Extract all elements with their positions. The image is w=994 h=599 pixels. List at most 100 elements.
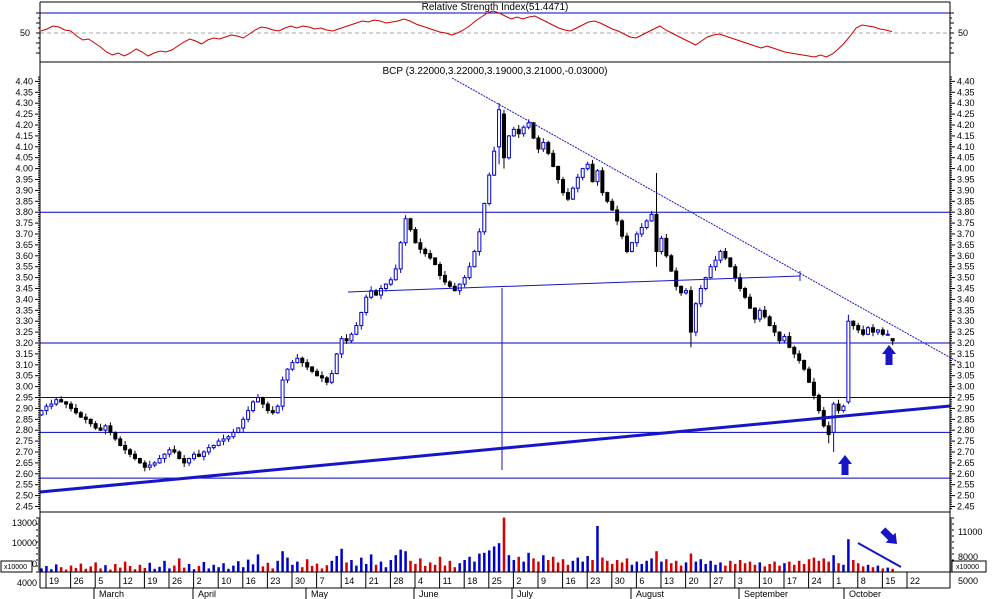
- candle-body[interactable]: [255, 397, 260, 403]
- candle-body[interactable]: [561, 179, 566, 194]
- candle-body[interactable]: [580, 168, 585, 178]
- candle-body[interactable]: [270, 410, 275, 414]
- candle-body[interactable]: [506, 135, 511, 159]
- candle-body[interactable]: [339, 338, 344, 355]
- candle-body[interactable]: [44, 405, 49, 412]
- candle-body[interactable]: [369, 290, 374, 298]
- candle-body[interactable]: [442, 274, 447, 283]
- candle-body[interactable]: [344, 338, 349, 342]
- down-left-arrow-annotation[interactable]: [878, 525, 902, 549]
- candle-body[interactable]: [221, 438, 226, 442]
- candle-body[interactable]: [73, 407, 78, 414]
- candle-body[interactable]: [782, 335, 787, 342]
- candle-body[interactable]: [393, 268, 398, 281]
- candle-body[interactable]: [802, 359, 807, 370]
- candle-body[interactable]: [565, 192, 570, 200]
- candle-body[interactable]: [172, 449, 177, 453]
- candle-body[interactable]: [285, 368, 290, 381]
- candle-body[interactable]: [78, 412, 83, 418]
- candle-body[interactable]: [629, 242, 634, 252]
- candle-body[interactable]: [698, 288, 703, 305]
- candle-body[interactable]: [841, 405, 846, 412]
- candle-body[interactable]: [167, 449, 172, 455]
- candle-body[interactable]: [305, 362, 310, 368]
- candle-body[interactable]: [767, 316, 772, 327]
- candle-body[interactable]: [300, 357, 305, 364]
- candle-body[interactable]: [118, 438, 123, 446]
- candle-body[interactable]: [890, 338, 895, 342]
- candle-body[interactable]: [182, 458, 187, 464]
- candle-body[interactable]: [295, 357, 300, 364]
- candle-body[interactable]: [201, 451, 206, 457]
- candle-body[interactable]: [265, 403, 270, 412]
- candle-body[interactable]: [551, 152, 556, 167]
- candle-body[interactable]: [546, 141, 551, 154]
- candle-body[interactable]: [113, 431, 118, 440]
- candle-body[interactable]: [487, 174, 492, 204]
- candle-body[interactable]: [866, 327, 871, 335]
- candle-body[interactable]: [206, 447, 211, 453]
- candle-body[interactable]: [54, 399, 59, 405]
- volume-series[interactable]: [40, 517, 902, 572]
- candle-body[interactable]: [383, 283, 388, 290]
- candle-body[interactable]: [777, 331, 782, 342]
- candle-body[interactable]: [388, 279, 393, 285]
- candle-body[interactable]: [231, 431, 236, 438]
- candle-body[interactable]: [315, 370, 320, 377]
- candle-body[interactable]: [511, 128, 516, 137]
- candle-body[interactable]: [108, 425, 113, 433]
- candle-body[interactable]: [885, 333, 890, 336]
- candle-body[interactable]: [192, 453, 197, 460]
- candle-body[interactable]: [447, 281, 452, 287]
- candle-body[interactable]: [324, 377, 329, 383]
- downtrend-line[interactable]: [451, 77, 959, 363]
- candle-body[interactable]: [310, 366, 315, 372]
- candle-body[interactable]: [251, 401, 256, 412]
- candle-body[interactable]: [757, 309, 762, 320]
- candle-body[interactable]: [624, 235, 629, 252]
- candle-body[interactable]: [649, 213, 654, 222]
- candle-body[interactable]: [142, 462, 147, 468]
- candle-body[interactable]: [733, 266, 738, 279]
- candle-body[interactable]: [836, 403, 841, 412]
- candle-body[interactable]: [728, 257, 733, 268]
- candle-body[interactable]: [69, 403, 74, 409]
- candle-body[interactable]: [792, 346, 797, 355]
- candle-body[interactable]: [669, 255, 674, 272]
- candle-body[interactable]: [211, 444, 216, 449]
- candle-body[interactable]: [654, 213, 659, 252]
- candle-body[interactable]: [319, 375, 324, 379]
- mid-resistance-line[interactable]: [347, 275, 801, 293]
- candle-body[interactable]: [501, 113, 506, 159]
- candle-body[interactable]: [516, 128, 521, 135]
- candle-body[interactable]: [718, 250, 723, 261]
- candle-body[interactable]: [241, 418, 246, 429]
- candle-body[interactable]: [364, 296, 369, 313]
- candle-body[interactable]: [359, 311, 364, 327]
- candle-body[interactable]: [196, 453, 201, 457]
- candle-body[interactable]: [556, 165, 561, 180]
- candle-body[interactable]: [743, 288, 748, 298]
- candle-body[interactable]: [620, 220, 625, 237]
- candle-body[interactable]: [797, 353, 802, 361]
- up-arrow-annotation[interactable]: [838, 455, 852, 475]
- arrow-annotations[interactable]: [838, 345, 902, 549]
- candle-body[interactable]: [875, 329, 880, 333]
- candle-body[interactable]: [752, 307, 757, 320]
- candle-body[interactable]: [703, 277, 708, 290]
- candle-body[interactable]: [462, 277, 467, 285]
- candle-body[interactable]: [408, 218, 413, 231]
- volume-trend-annotation[interactable]: [857, 542, 902, 568]
- candle-body[interactable]: [536, 137, 541, 150]
- candle-body[interactable]: [398, 242, 403, 270]
- candle-body[interactable]: [349, 333, 354, 342]
- candle-body[interactable]: [83, 416, 88, 420]
- candle-body[interactable]: [497, 109, 502, 148]
- candle-body[interactable]: [88, 418, 93, 425]
- candle-body[interactable]: [378, 288, 383, 296]
- candle-body[interactable]: [177, 451, 182, 460]
- candle-body[interactable]: [246, 410, 251, 420]
- candle-body[interactable]: [644, 220, 649, 228]
- candle-body[interactable]: [103, 425, 108, 431]
- candle-body[interactable]: [575, 176, 580, 189]
